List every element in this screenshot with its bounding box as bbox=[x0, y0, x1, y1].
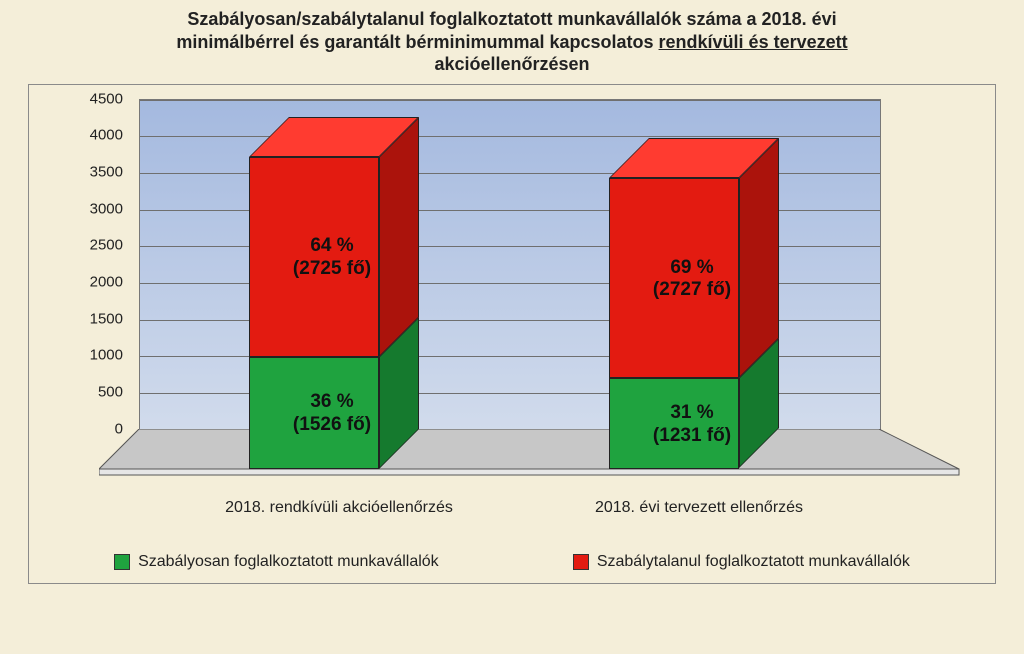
chart-title: Szabályosan/szabálytalanul foglalkoztato… bbox=[10, 8, 1014, 82]
x-label-0: 2018. rendkívüli akcióellenőrzés bbox=[179, 499, 499, 517]
title-line-2a: minimálbérrel és garantált bérminimummal… bbox=[176, 32, 658, 52]
bar-seg-red-front bbox=[249, 157, 379, 357]
y-tick-label: 4500 bbox=[89, 90, 129, 107]
gridline bbox=[140, 136, 880, 137]
legend-swatch-0 bbox=[114, 554, 130, 570]
chart-page: Szabályosan/szabálytalanul foglalkoztato… bbox=[0, 0, 1024, 654]
legend-label-1: Szabálytalanul foglalkoztatott munkaváll… bbox=[597, 553, 910, 571]
legend-item-1: Szabálytalanul foglalkoztatott munkaváll… bbox=[573, 553, 910, 571]
y-tick-label: 2500 bbox=[89, 237, 129, 254]
legend: Szabályosan foglalkoztatott munkavállaló… bbox=[47, 553, 977, 571]
gridline bbox=[140, 100, 880, 101]
legend-item-0: Szabályosan foglalkoztatott munkavállaló… bbox=[114, 553, 439, 571]
y-tick-label: 4000 bbox=[89, 127, 129, 144]
legend-label-0: Szabályosan foglalkoztatott munkavállaló… bbox=[138, 553, 439, 571]
plot-inner: 2018. rendkívüli akcióellenőrzés 2018. é… bbox=[99, 99, 975, 505]
y-tick-label: 3000 bbox=[89, 200, 129, 217]
title-line-1: Szabályosan/szabálytalanul foglalkoztato… bbox=[187, 9, 836, 29]
bar-seg-red-side bbox=[739, 138, 779, 378]
y-tick-label: 0 bbox=[89, 420, 129, 437]
title-underlined: rendkívüli és tervezett bbox=[659, 32, 848, 52]
title-line-3: akcióellenőrzésen bbox=[434, 54, 589, 74]
bar-seg-red-side bbox=[379, 117, 419, 357]
y-tick-label: 2000 bbox=[89, 273, 129, 290]
legend-swatch-1 bbox=[573, 554, 589, 570]
y-tick-label: 1500 bbox=[89, 310, 129, 327]
y-tick-label: 3500 bbox=[89, 163, 129, 180]
y-tick-label: 1000 bbox=[89, 347, 129, 364]
x-label-1: 2018. évi tervezett ellenőrzés bbox=[539, 499, 859, 517]
bar-seg-green-front bbox=[249, 357, 379, 469]
plot-area: 2018. rendkívüli akcióellenőrzés 2018. é… bbox=[28, 84, 996, 584]
floor bbox=[99, 429, 959, 489]
bar-seg-green-front bbox=[609, 378, 739, 468]
bar-seg-red-front bbox=[609, 178, 739, 378]
y-tick-label: 500 bbox=[89, 383, 129, 400]
